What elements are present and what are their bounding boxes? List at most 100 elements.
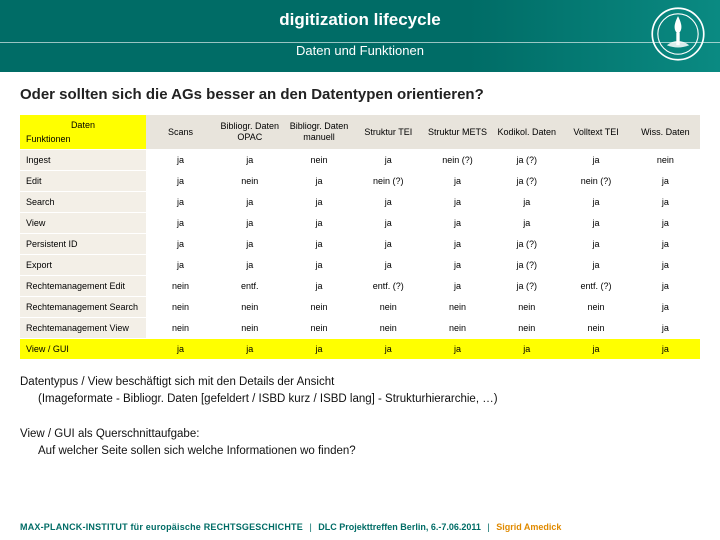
note-line-2: View / GUI als Querschnittaufgabe: [20,426,700,443]
row-label: Persistent ID [20,234,146,255]
table-row: Viewjajajajajajajaja [20,213,700,234]
row-label: Rechtemanagement Search [20,297,146,318]
cell: ja [284,255,353,276]
cell: ja [561,150,630,171]
cell: nein [284,297,353,318]
cell: nein [354,318,423,339]
cell: ja [561,255,630,276]
cell: nein [561,318,630,339]
cell: ja [146,255,215,276]
cell: nein (?) [354,171,423,192]
cell: ja [631,234,700,255]
cell: ja [423,276,492,297]
cell: entf. (?) [354,276,423,297]
footer-author: Sigrid Amedick [496,522,561,532]
cell: ja [146,339,215,360]
cell: ja [423,171,492,192]
cell: nein [561,297,630,318]
cell: ja [215,213,284,234]
slide-notes: Datentypus / View beschäftigt sich mit d… [0,360,720,460]
table-row: Ingestjajaneinjanein (?)ja (?)janein [20,150,700,171]
cell: ja (?) [492,171,561,192]
col-scans: Scans [146,115,215,150]
row-label: Ingest [20,150,146,171]
cell: ja [561,234,630,255]
cell: ja [354,213,423,234]
note-line-1: Datentypus / View beschäftigt sich mit d… [20,374,700,391]
cell: nein (?) [423,150,492,171]
row-label: Search [20,192,146,213]
note-line-1b: (Imageformate - Bibliogr. Daten [gefelde… [20,391,700,408]
slide-footer: MAX-PLANCK-INSTITUT für europäische RECH… [0,522,720,532]
cell: ja (?) [492,150,561,171]
cell: ja [146,171,215,192]
footer-event: DLC Projekttreffen Berlin, 6.-7.06.2011 [318,522,481,532]
slide-title: digitization lifecycle [0,0,720,30]
cell: ja [423,213,492,234]
cell: nein [423,318,492,339]
cell: ja [146,213,215,234]
cell: nein [215,297,284,318]
cell: ja [354,192,423,213]
table-row: Exportjajajajajaja (?)jaja [20,255,700,276]
cell: ja [561,213,630,234]
col-struktur-tei: Struktur TEI [354,115,423,150]
cell: nein [146,276,215,297]
footer-sep-1: | [305,522,315,532]
mpg-logo-icon [650,6,706,62]
cell: ja [631,297,700,318]
cell: ja [631,276,700,297]
cell: ja [284,171,353,192]
cell: nein [423,297,492,318]
cell: ja (?) [492,276,561,297]
cell: ja [146,192,215,213]
cell: ja [354,255,423,276]
footer-sep-2: | [483,522,493,532]
cell: nein [631,150,700,171]
row-label: Edit [20,171,146,192]
cell: ja [631,192,700,213]
cell: ja [631,213,700,234]
cell: ja [423,339,492,360]
cell: ja (?) [492,255,561,276]
cell: entf. [215,276,284,297]
table-body: Ingestjajaneinjanein (?)ja (?)janeinEdit… [20,150,700,360]
cell: ja [423,255,492,276]
row-label: View [20,213,146,234]
cell: nein [215,318,284,339]
cell: nein [215,171,284,192]
cell: ja [215,192,284,213]
table-corner-top: Daten [20,115,146,132]
cell: ja [492,213,561,234]
table-row: View / GUIjajajajajajajaja [20,339,700,360]
cell: ja [492,339,561,360]
table-row: Rechtemanagement Searchneinneinneinneinn… [20,297,700,318]
cell: ja [215,255,284,276]
cell: ja [284,339,353,360]
table-row: Rechtemanagement Editneinentf.jaentf. (?… [20,276,700,297]
cell: ja [215,339,284,360]
cell: ja [284,213,353,234]
cell: entf. (?) [561,276,630,297]
col-bibl-opac: Bibliogr. Daten OPAC [215,115,284,150]
col-kodikol: Kodikol. Daten [492,115,561,150]
cell: ja [215,234,284,255]
cell: nein [492,297,561,318]
col-bibl-manuell: Bibliogr. Daten manuell [284,115,353,150]
cell: ja [631,339,700,360]
col-wiss-daten: Wiss. Daten [631,115,700,150]
cell: nein [492,318,561,339]
cell: ja [561,192,630,213]
note-line-2b: Auf welcher Seite sollen sich welche Inf… [20,443,700,460]
cell: ja [492,192,561,213]
cell: ja [284,234,353,255]
header-divider [0,42,720,43]
data-type-table: Daten Scans Bibliogr. Daten OPAC Bibliog… [20,115,700,360]
slide-question: Oder sollten sich die AGs besser an den … [20,86,700,103]
cell: ja [631,171,700,192]
cell: ja [423,192,492,213]
cell: ja [284,192,353,213]
cell: nein [284,318,353,339]
footer-institute: MAX-PLANCK-INSTITUT für europäische RECH… [20,522,303,532]
table-row: Persistent IDjajajajajaja (?)jaja [20,234,700,255]
